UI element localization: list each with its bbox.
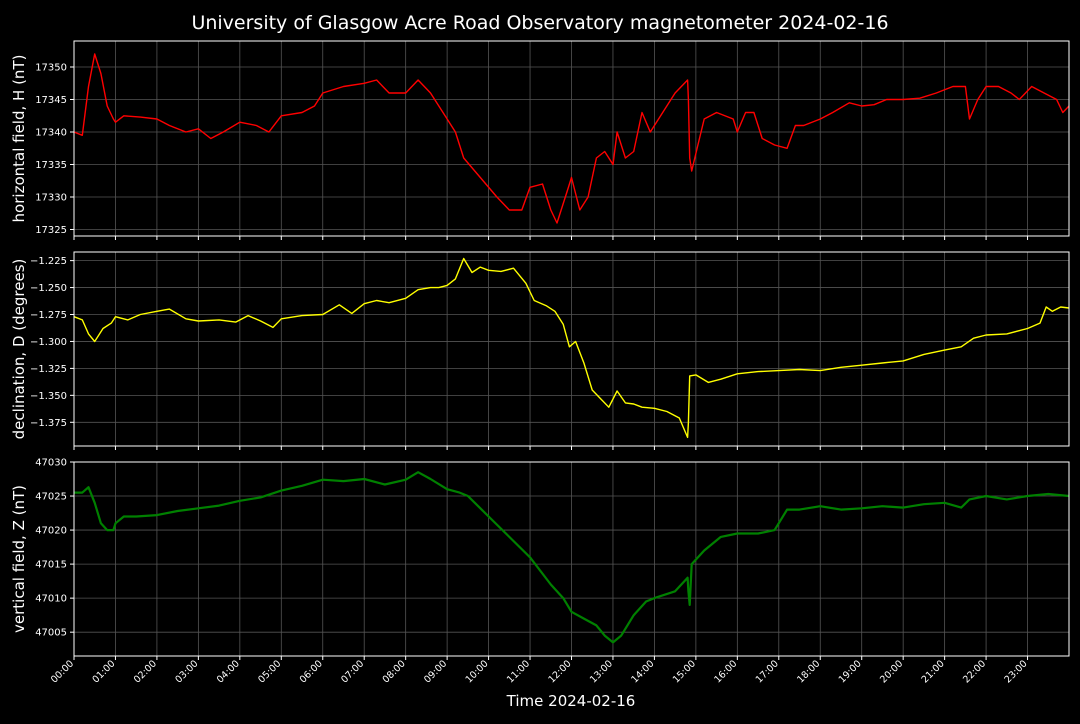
x-tick-label: 14:00 xyxy=(629,658,656,685)
panel-z: 47005 47010 47015 47020 47025 47030 00:00 01:00… xyxy=(10,458,1070,685)
x-tick-label: 16:00 xyxy=(712,658,739,685)
y-tick-label: 47030 xyxy=(35,458,67,469)
x-tick-label: 03:00 xyxy=(173,658,200,685)
y-tick-label: 47005 xyxy=(35,628,67,639)
y-tick-label: 47020 xyxy=(35,526,67,537)
y-tick-label: 17345 xyxy=(35,95,67,106)
y-tick-label: 17330 xyxy=(35,193,67,204)
y-tick-label: −1.350 xyxy=(30,391,67,402)
x-tick-label: 07:00 xyxy=(339,658,366,685)
x-tick-label: 19:00 xyxy=(837,658,864,685)
x-tick-label: 04:00 xyxy=(215,658,242,685)
x-tick-label: 00:00 xyxy=(49,658,76,685)
series-line-d xyxy=(73,257,1070,439)
y-axis-label-h: horizontal field, H (nT) xyxy=(10,55,28,223)
y-axis-label-d: declination, D (degrees) xyxy=(10,259,28,440)
x-axis-label: Time 2024-02-16 xyxy=(506,692,636,710)
chart-title: University of Glasgow Acre Road Observat… xyxy=(191,12,888,34)
series-line-z xyxy=(74,471,1070,644)
x-tick-label: 13:00 xyxy=(588,658,615,685)
x-tick-label: 18:00 xyxy=(795,658,822,685)
panel-d: −1.375 −1.350 −1.325 −1.300 −1.275 −1.250 −1.2… xyxy=(10,251,1070,450)
y-tick-label: −1.375 xyxy=(30,418,67,429)
y-tick-label: 17350 xyxy=(35,63,67,74)
x-tick-label: 17:00 xyxy=(754,658,781,685)
x-tick-label: 15:00 xyxy=(671,658,698,685)
y-tick-label: 47015 xyxy=(35,560,67,571)
x-tick-label: 10:00 xyxy=(464,658,491,685)
y-tick-label: −1.300 xyxy=(30,337,67,348)
series-line-h xyxy=(73,53,1070,224)
x-tick-label: 02:00 xyxy=(132,658,159,685)
y-tick-label: −1.225 xyxy=(30,256,67,267)
y-tick-label: −1.325 xyxy=(30,364,67,375)
x-tick-label: 09:00 xyxy=(422,658,449,685)
x-tick-label: 08:00 xyxy=(381,658,408,685)
x-tick-label: 21:00 xyxy=(920,658,947,685)
x-tick-label: 23:00 xyxy=(1003,658,1030,685)
x-tick-label: 01:00 xyxy=(90,658,117,685)
y-tick-label: −1.250 xyxy=(30,283,67,294)
y-tick-label: 17325 xyxy=(35,225,67,236)
x-tick-label: 06:00 xyxy=(298,658,325,685)
y-axis-label-z: vertical field, Z (nT) xyxy=(10,485,28,633)
y-tick-label: 47025 xyxy=(35,492,67,503)
y-tick-label: −1.275 xyxy=(30,310,67,321)
y-tick-label: 17340 xyxy=(35,128,67,139)
panel-h: 17325 17330 17335 17340 17345 17350 horizontal… xyxy=(10,40,1070,240)
y-tick-label: 17335 xyxy=(35,160,67,171)
x-tick-label: 20:00 xyxy=(878,658,905,685)
x-tick-label: 12:00 xyxy=(546,658,573,685)
y-tick-label: 47010 xyxy=(35,594,67,605)
x-tick-label: 22:00 xyxy=(961,658,988,685)
x-tick-label: 11:00 xyxy=(505,658,532,685)
x-tick-label: 05:00 xyxy=(256,658,283,685)
